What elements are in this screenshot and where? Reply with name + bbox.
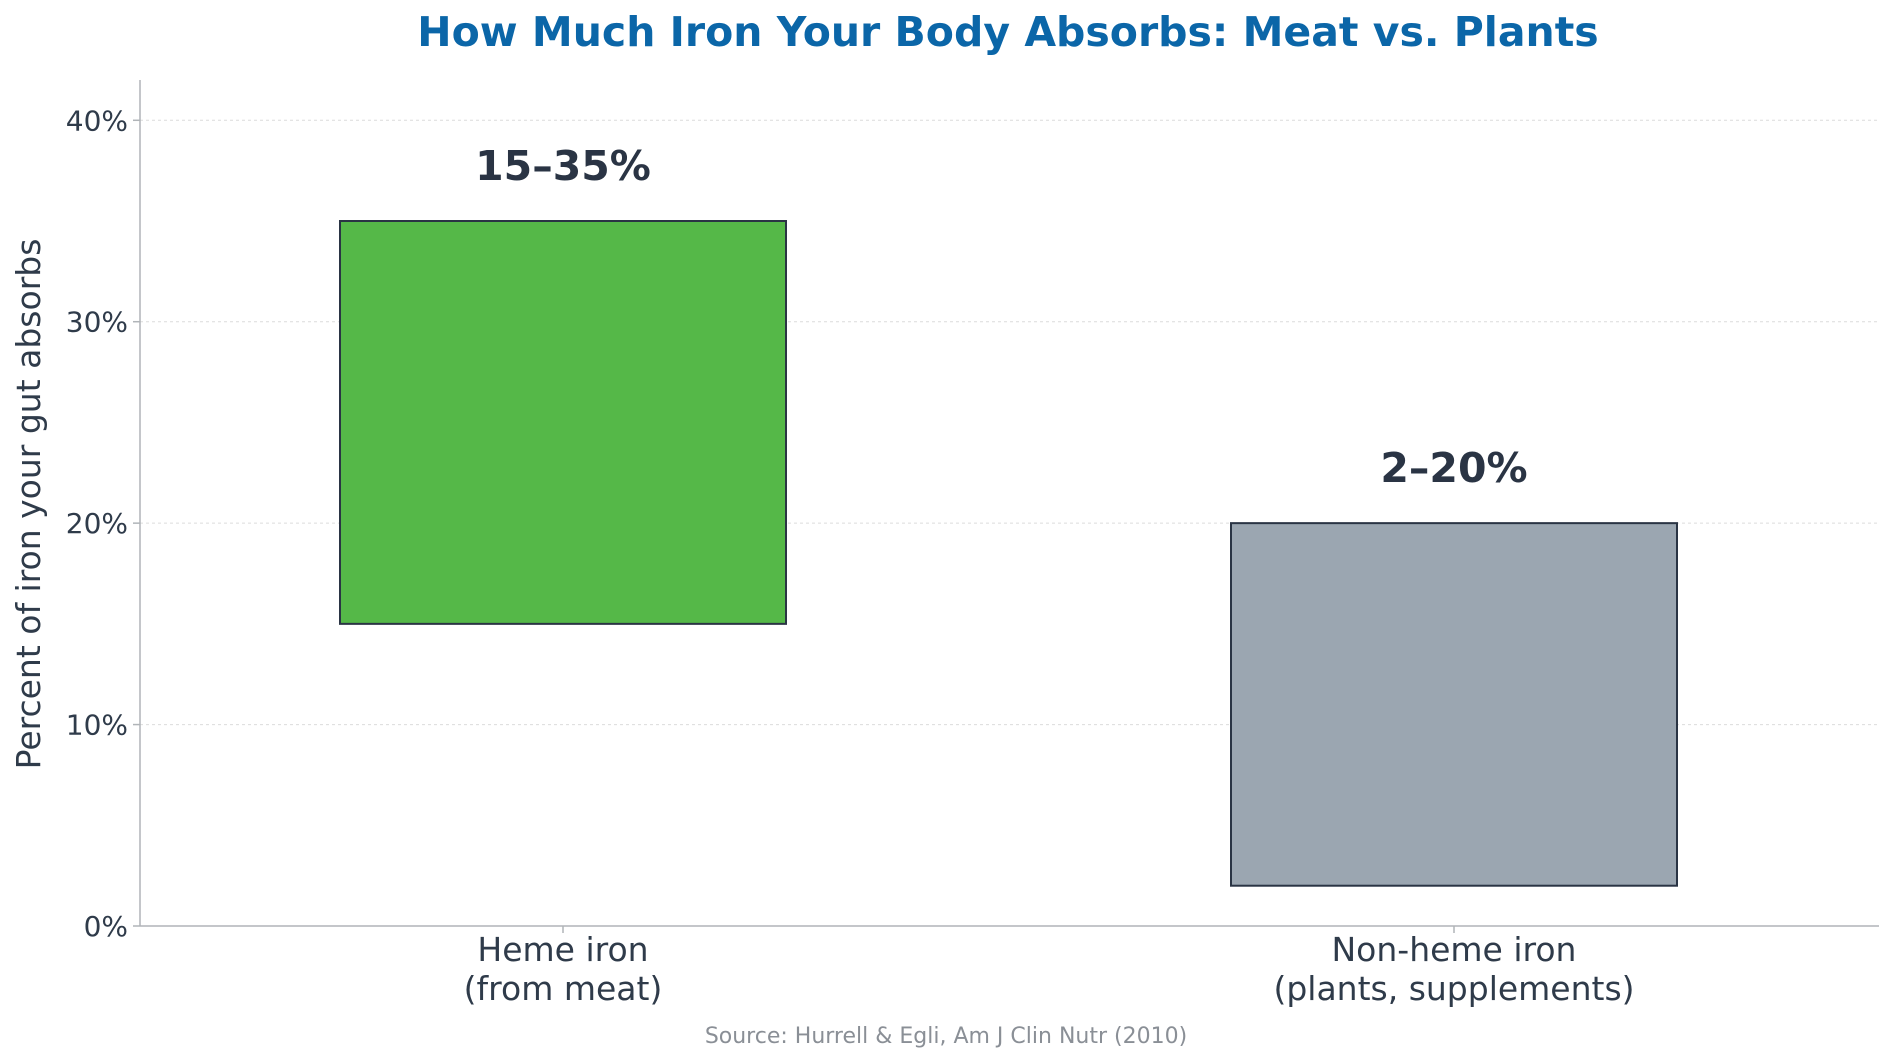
x-tick-label-secondary: (plants, supplements) bbox=[1273, 969, 1634, 1008]
y-tick-label: 40% bbox=[66, 104, 128, 137]
x-ticks: Heme iron(from meat) Non-heme iron(plants… bbox=[464, 926, 1635, 1008]
y-ticks: 0% 10% 20% 30% 40% bbox=[66, 104, 140, 943]
bar-non-heme-iron bbox=[1230, 522, 1678, 887]
chart-title: How Much Iron Your Body Absorbs: Meat vs… bbox=[417, 8, 1598, 56]
y-tick-label: 10% bbox=[66, 709, 128, 742]
x-tick-label-secondary: (from meat) bbox=[464, 969, 663, 1008]
data-label: 2–20% bbox=[1380, 444, 1527, 492]
y-tick-label: 0% bbox=[84, 910, 128, 943]
y-axis-label: Percent of iron your gut absorbs bbox=[9, 239, 48, 770]
data-label: 15–35% bbox=[475, 142, 651, 190]
x-tick-label: Non-heme iron bbox=[1332, 930, 1577, 969]
axes bbox=[139, 80, 1879, 927]
bar-heme-iron bbox=[339, 220, 787, 625]
source-note: Source: Hurrell & Egli, Am J Clin Nutr (… bbox=[705, 1024, 1187, 1049]
y-tick-label: 30% bbox=[66, 306, 128, 339]
y-tick-label: 20% bbox=[66, 507, 128, 540]
x-tick-label: Heme iron bbox=[477, 930, 648, 969]
bars: 15–35% 2–20% bbox=[339, 142, 1678, 887]
